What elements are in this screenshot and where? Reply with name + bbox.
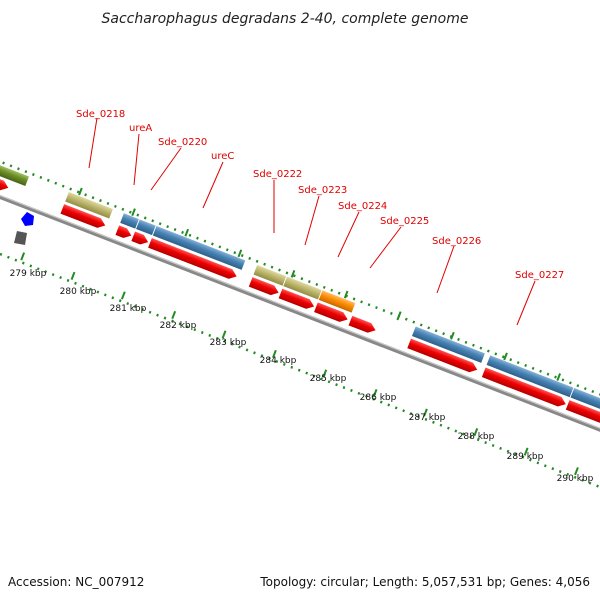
svg-text:Sde_0223: Sde_0223 xyxy=(298,185,347,196)
gene-label-urea[interactable]: ureA xyxy=(129,123,152,186)
scale-tick xyxy=(523,447,529,456)
svg-text:Sde_0218: Sde_0218 xyxy=(76,109,125,120)
scale-label-282: 282 kbp xyxy=(160,321,197,331)
cds-arrow[interactable] xyxy=(564,399,600,435)
scale-label-281: 281 kbp xyxy=(110,304,147,314)
cds-arrow[interactable] xyxy=(313,301,351,325)
scale-tick xyxy=(120,291,126,300)
genome-backbone xyxy=(0,184,600,449)
marker-gray-icon xyxy=(14,231,27,245)
gene-label-sde-0227[interactable]: Sde_0227 xyxy=(515,270,564,326)
scale-tick xyxy=(322,369,328,378)
svg-text:Sde_0224: Sde_0224 xyxy=(338,201,387,212)
genome-track xyxy=(0,161,600,449)
scale-tick xyxy=(221,330,227,339)
cds-track xyxy=(0,169,600,435)
feature-cog-blue[interactable] xyxy=(569,386,600,424)
cog-feature-track xyxy=(0,161,600,424)
scale-label-288: 288 kbp xyxy=(458,432,495,442)
svg-text:ureC: ureC xyxy=(211,151,234,162)
gene-label-sde-0222[interactable]: Sde_0222 xyxy=(253,169,302,233)
gene-labels: Sde_0218 ureA Sde_0220 ureC Sde_0222 Sde… xyxy=(76,109,564,326)
scale-tick xyxy=(423,408,428,417)
cds-arrow[interactable] xyxy=(277,287,316,312)
cds-arrow[interactable] xyxy=(130,230,151,247)
cds-arrow[interactable] xyxy=(114,224,134,241)
scale-label-284: 284 kbp xyxy=(260,356,297,366)
scale-label-280: 280 kbp xyxy=(60,287,97,297)
scale-ticks xyxy=(20,252,579,476)
scale-label-286: 286 kbp xyxy=(360,393,397,403)
topology-text: Topology: circular; Length: 5,057,531 bp… xyxy=(260,575,590,589)
scale-label-283: 283 kbp xyxy=(210,338,247,348)
svg-text:Sde_0227: Sde_0227 xyxy=(515,270,564,281)
scale-tick xyxy=(473,428,479,437)
feature-cog-khaki[interactable] xyxy=(64,190,114,220)
scale-line xyxy=(0,252,600,489)
svg-text:Sde_0225: Sde_0225 xyxy=(380,216,429,227)
gene-label-sde-0220[interactable]: Sde_0220 xyxy=(150,137,207,191)
marker-blue-icon xyxy=(21,212,34,226)
cds-arrow[interactable] xyxy=(59,203,108,231)
svg-text:Sde_0220: Sde_0220 xyxy=(158,137,207,148)
feature-cog-orange[interactable] xyxy=(317,289,357,314)
scale-label-279: 279 kbp xyxy=(10,269,47,279)
scale-tick xyxy=(272,349,277,359)
cds-arrow[interactable] xyxy=(247,276,281,298)
scale-tick xyxy=(574,467,579,476)
gene-label-urec[interactable]: ureC xyxy=(202,151,234,209)
gene-label-sde-0223[interactable]: Sde_0223 xyxy=(298,185,347,246)
feature-cog-blue[interactable] xyxy=(151,224,247,271)
feature-cog-blue[interactable] xyxy=(410,325,486,364)
gene-label-sde-0218[interactable]: Sde_0218 xyxy=(76,109,125,169)
scale-label-290: 290 kbp xyxy=(557,474,594,484)
svg-text:Sde_0226: Sde_0226 xyxy=(432,236,481,247)
gene-label-sde-0224[interactable]: Sde_0224 xyxy=(337,201,387,258)
cds-arrow[interactable] xyxy=(347,314,378,335)
scale-label-285: 285 kbp xyxy=(310,374,347,384)
scale-tick xyxy=(372,388,378,398)
scale-label-289: 289 kbp xyxy=(507,452,544,462)
gene-label-sde-0226[interactable]: Sde_0226 xyxy=(432,236,481,294)
svg-text:Sde_0222: Sde_0222 xyxy=(253,169,302,180)
gene-label-sde-0225[interactable]: Sde_0225 xyxy=(369,216,429,269)
scale-labels: 279 kbp 280 kbp 281 kbp 282 kbp 283 kbp … xyxy=(10,269,594,484)
svg-text:ureA: ureA xyxy=(129,123,152,134)
cds-arrow[interactable] xyxy=(147,237,240,282)
cds-arrow[interactable] xyxy=(0,169,11,193)
cds-arrow[interactable] xyxy=(406,337,480,375)
accession-text: Accession: NC_007912 xyxy=(8,575,145,589)
scale-tick xyxy=(70,271,76,280)
genome-backbone-highlight xyxy=(0,184,600,446)
top-tick-marks xyxy=(77,187,562,383)
scale-tick xyxy=(171,310,177,320)
scale-tick xyxy=(20,252,26,261)
cds-arrow[interactable] xyxy=(480,366,568,409)
map-title: Saccharophagus degradans 2-40, complete … xyxy=(102,11,469,27)
scale-label-287: 287 kbp xyxy=(409,413,446,423)
feature-cog-olive[interactable] xyxy=(0,161,31,188)
